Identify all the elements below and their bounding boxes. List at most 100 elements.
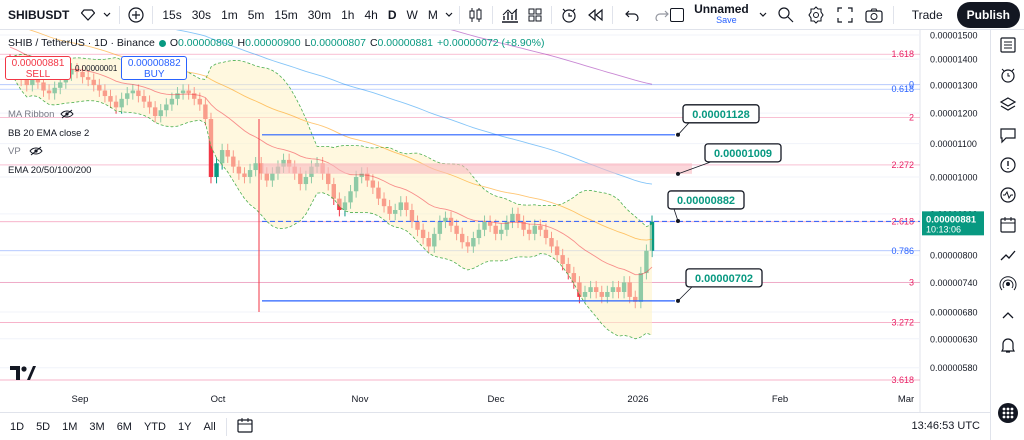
- fullscreen-icon[interactable]: [831, 0, 859, 30]
- add-symbol-icon[interactable]: [124, 0, 148, 30]
- gear-icon[interactable]: [801, 0, 831, 30]
- indicators-icon[interactable]: [497, 0, 523, 30]
- ideas-icon[interactable]: [991, 150, 1024, 180]
- trend-icon[interactable]: [991, 240, 1024, 270]
- buy-price: 0.00000882: [127, 58, 181, 69]
- indicator-bb[interactable]: BB 20 EMA close 2: [8, 128, 90, 139]
- sell-price: 0.00000881: [11, 58, 65, 69]
- chevron-down-icon[interactable]: [443, 0, 455, 30]
- apps-grid-icon[interactable]: [991, 398, 1024, 428]
- layout-title: Unnamed: [694, 2, 749, 16]
- range-ytd[interactable]: YTD: [143, 420, 166, 433]
- x-tick-label: Sep: [72, 394, 89, 405]
- trade-button[interactable]: Trade: [911, 8, 943, 22]
- alarm-clock-icon[interactable]: [991, 60, 1024, 90]
- buy-button[interactable]: 0.00000882 BUY: [121, 56, 188, 80]
- sell-button[interactable]: 0.00000881 SELL: [5, 56, 71, 80]
- callout-anchor: [676, 298, 680, 303]
- calendar-icon[interactable]: [991, 210, 1024, 240]
- callout-box: [685, 268, 763, 288]
- symbol-search[interactable]: SHIBUSDT: [8, 7, 70, 22]
- eye-hidden-icon[interactable]: [60, 109, 74, 119]
- watchlist-icon[interactable]: [991, 30, 1024, 60]
- top-toolbar: SHIBUSDT 15s 30s 1m 5m 15m 30m 1h 4h D W M Unnamed…: [0, 0, 1024, 30]
- layout-save-status: Save: [716, 15, 737, 25]
- y-tick-label: 0.00001100: [930, 139, 977, 149]
- range-1y[interactable]: 1Y: [177, 420, 192, 433]
- alert-clock-icon[interactable]: [556, 0, 582, 30]
- fib-level-label: 3: [909, 277, 914, 287]
- chat-icon[interactable]: [991, 120, 1024, 150]
- range-1d[interactable]: 1D: [10, 420, 25, 433]
- low-value: 0.00000807: [310, 37, 366, 49]
- podcast-icon[interactable]: [991, 270, 1024, 300]
- interval-W[interactable]: W: [406, 7, 418, 22]
- indicator-ma-ribbon[interactable]: MA Ribbon: [8, 109, 74, 120]
- callout-text: 0.00001009: [714, 148, 772, 160]
- interval-30m[interactable]: 30m: [307, 7, 332, 22]
- redo-icon[interactable]: [647, 0, 677, 30]
- replay-icon[interactable]: [582, 0, 608, 30]
- publish-button[interactable]: Publish: [956, 2, 1020, 28]
- interval-5m[interactable]: 5m: [247, 7, 265, 22]
- interval-1m[interactable]: 1m: [221, 7, 238, 22]
- callout-text: 0.00000882: [677, 195, 735, 207]
- x-tick-label: Mar: [898, 394, 914, 405]
- interval-1h[interactable]: 1h: [341, 7, 355, 22]
- interval-D[interactable]: D: [387, 7, 397, 22]
- diamond-icon[interactable]: [77, 0, 99, 30]
- resistance-zone: [262, 163, 692, 174]
- pulse-icon[interactable]: [991, 180, 1024, 210]
- interval-30s[interactable]: 30s: [191, 7, 212, 22]
- price-chart[interactable]: 0.00001500 0.00001400 0.00001300 0.00001200…: [0, 30, 990, 412]
- current-price-text: 0.00000881: [926, 214, 977, 225]
- y-tick-label: 0.00001000: [930, 172, 978, 182]
- interval-15m[interactable]: 15m: [274, 7, 298, 22]
- divider: [225, 417, 227, 436]
- chevron-down-icon[interactable]: [755, 0, 771, 30]
- chevron-up-icon[interactable]: [991, 300, 1024, 330]
- fib-level-label: 3.618: [891, 375, 914, 385]
- interval-15s[interactable]: 15s: [162, 7, 182, 22]
- range-5d[interactable]: 5D: [36, 420, 51, 433]
- indicator-ema[interactable]: EMA 20/50/100/200: [8, 165, 92, 176]
- layout-checkbox[interactable]: [670, 8, 685, 22]
- callout-box: [667, 190, 745, 210]
- chevron-down-icon[interactable]: [99, 0, 115, 30]
- range-3m[interactable]: 3M: [89, 420, 105, 433]
- y-tick-label: 0.00000680: [930, 308, 978, 318]
- interval-4h[interactable]: 4h: [364, 7, 378, 22]
- camera-icon[interactable]: [859, 0, 889, 30]
- notification-bell-icon[interactable]: [991, 330, 1024, 360]
- indicator-vp[interactable]: VP: [8, 146, 43, 157]
- range-all[interactable]: All: [203, 420, 216, 433]
- callout-anchor: [676, 171, 680, 176]
- layout-grid-icon[interactable]: [523, 0, 547, 30]
- x-tick-label: Feb: [772, 394, 788, 405]
- divider: [152, 5, 154, 24]
- callout-box: [704, 143, 782, 163]
- fib-level-label: 3.272: [891, 317, 914, 327]
- y-tick-label: 0.00000740: [930, 278, 978, 288]
- layers-icon[interactable]: [991, 90, 1024, 120]
- date-range-icon[interactable]: [231, 417, 259, 436]
- candles-icon[interactable]: [464, 0, 488, 30]
- candle: [214, 156, 219, 184]
- eye-hidden-icon[interactable]: [29, 146, 43, 156]
- close-label: C: [369, 37, 378, 49]
- fib-level-label: 0.786: [891, 246, 914, 256]
- open-label: O: [169, 37, 179, 49]
- utc-clock[interactable]: 13:46:53 UTC: [911, 420, 980, 432]
- layout-name[interactable]: Unnamed Save: [694, 2, 749, 26]
- range-1m[interactable]: 1M: [62, 420, 78, 433]
- quick-search-icon[interactable]: [771, 0, 801, 30]
- trade-buttons: 0.00000881 SELL 0.00000001 0.00000882 BU…: [5, 56, 188, 80]
- high-label: H: [237, 37, 246, 49]
- range-6m[interactable]: 6M: [116, 420, 132, 433]
- market-status-dot: [158, 39, 166, 47]
- undo-icon[interactable]: [617, 0, 647, 30]
- interval-M[interactable]: M: [427, 7, 438, 22]
- right-sidebar: [990, 30, 1024, 440]
- price-callout: 0.00000702: [676, 268, 763, 303]
- tradingview-logo: [10, 364, 36, 385]
